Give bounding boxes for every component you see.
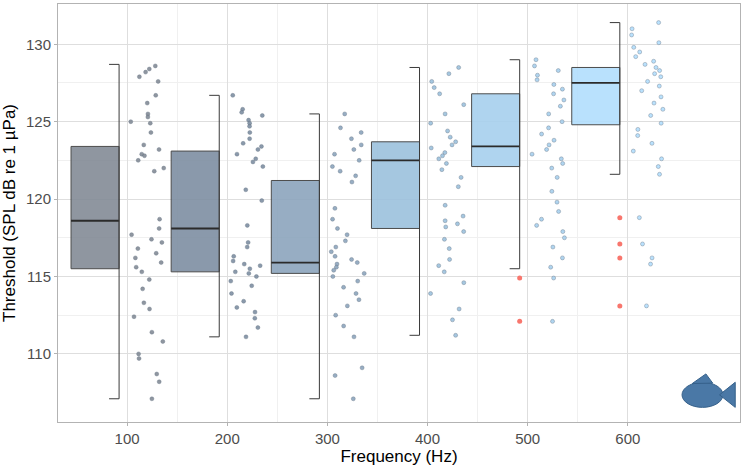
svg-text:300: 300	[315, 430, 340, 447]
svg-text:110: 110	[27, 345, 51, 362]
svg-text:125: 125	[26, 113, 51, 130]
svg-text:120: 120	[26, 190, 51, 207]
svg-text:115: 115	[27, 268, 51, 285]
svg-text:Frequency (Hz): Frequency (Hz)	[340, 447, 457, 466]
svg-text:500: 500	[515, 430, 540, 447]
svg-text:100: 100	[115, 430, 140, 447]
svg-text:400: 400	[415, 430, 440, 447]
svg-text:130: 130	[26, 36, 51, 53]
svg-text:Threshold (SPL dB re 1 µPa): Threshold (SPL dB re 1 µPa)	[0, 104, 19, 322]
svg-text:600: 600	[615, 430, 640, 447]
svg-text:200: 200	[215, 430, 240, 447]
